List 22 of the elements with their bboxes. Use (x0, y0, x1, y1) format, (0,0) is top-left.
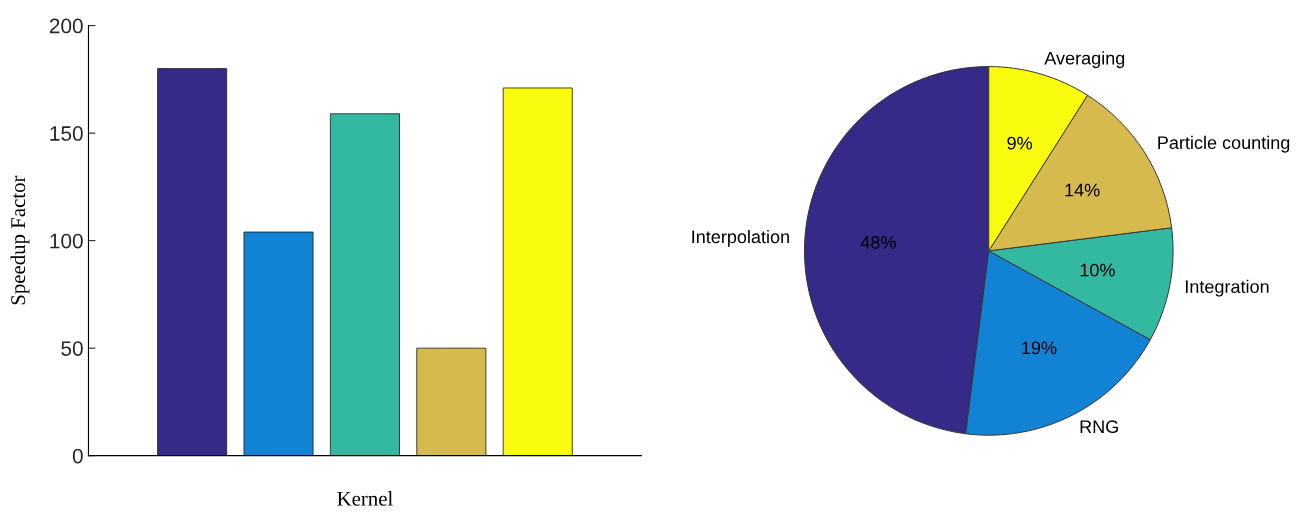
data-label: 10% (1080, 263, 1115, 277)
x-axis-title: Kernel (337, 491, 393, 506)
y-tick-label: 150 (50, 126, 83, 141)
bar (243, 231, 314, 456)
y-tick-label: 200 (49, 18, 83, 34)
data-label: 19% (1022, 341, 1057, 355)
slice-label: RNG (1080, 420, 1118, 434)
bar (502, 87, 573, 456)
bar (157, 68, 228, 456)
data-label: 48% (860, 236, 896, 249)
slice-label: Particle counting (1158, 135, 1290, 153)
y-tick-label: 0 (72, 448, 83, 464)
y-axis-title: Speedup Factor (10, 175, 30, 305)
y-tick-label: 50 (61, 341, 83, 356)
data-label: 9% (1007, 136, 1033, 150)
slice-label: Integration (1185, 279, 1269, 297)
y-tick-label: 100 (50, 233, 83, 249)
slice-label: Averaging (1044, 51, 1125, 69)
bar (416, 347, 487, 456)
bar (329, 113, 400, 456)
slice-label: Interpolation (692, 229, 789, 247)
data-label: 14% (1065, 183, 1100, 197)
